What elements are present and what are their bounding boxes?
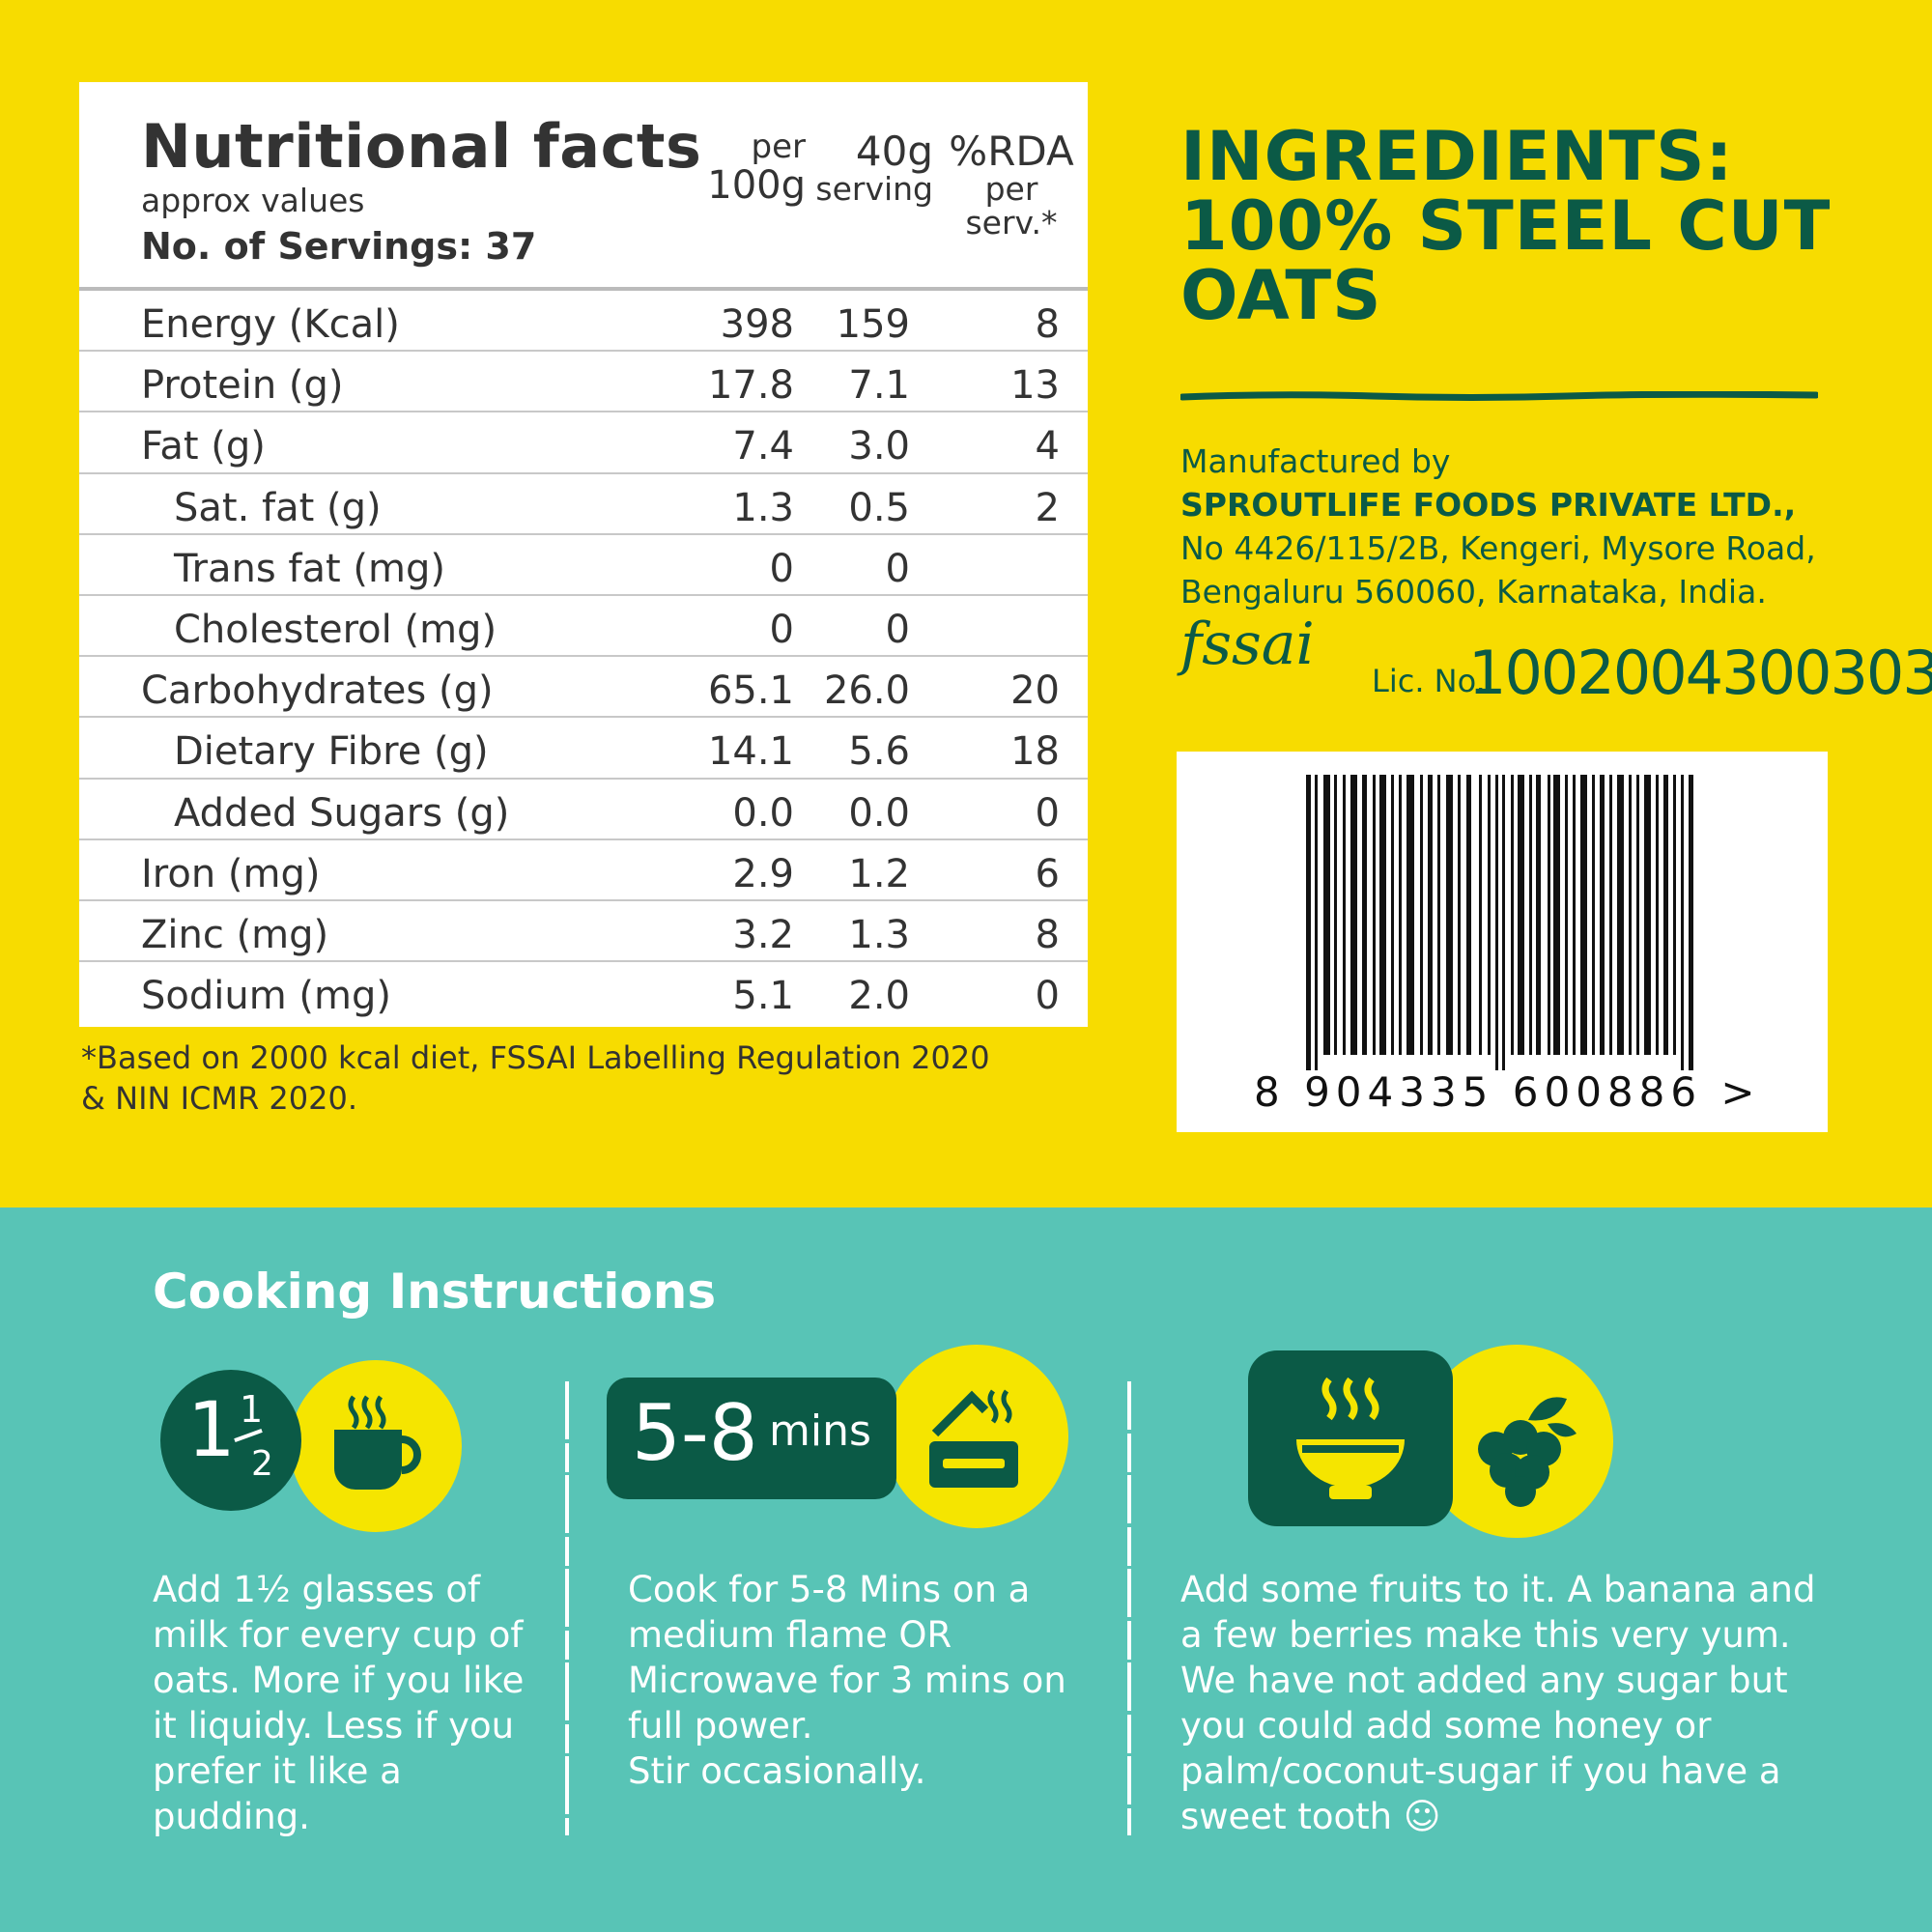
bowl-icon xyxy=(1296,1377,1405,1499)
column-header-rda: %RDA per serv.* xyxy=(949,128,1074,242)
column-divider xyxy=(565,1381,569,1835)
table-row: Zinc (mg) 3.2 1.3 8 xyxy=(79,901,1088,963)
brush-divider xyxy=(1180,391,1818,401)
nutrition-rows: Energy (Kcal) 398 159 8 Protein (g) 17.8… xyxy=(79,291,1088,1023)
nutrition-footnote: *Based on 2000 kcal diet, FSSAI Labellin… xyxy=(81,1039,990,1117)
table-row: Trans fat (mg) 0 0 xyxy=(79,535,1088,596)
table-row: Fat (g) 7.4 3.0 4 xyxy=(79,412,1088,474)
manufactured-by-label: Manufactured by xyxy=(1180,442,1451,480)
servings-count: No. of Servings: 37 xyxy=(141,225,537,268)
barcode-bars xyxy=(1306,775,1693,1070)
cooking-instructions-title: Cooking Instructions xyxy=(153,1264,717,1320)
table-row: Energy (Kcal) 398 159 8 xyxy=(79,291,1088,353)
table-row: Cholesterol (mg) 0 0 xyxy=(79,596,1088,658)
column-divider xyxy=(1127,1381,1131,1835)
manufacturer-address: No 4426/115/2B, Kengeri, Mysore Road, Be… xyxy=(1180,529,1816,611)
license-number: 10020043003030 xyxy=(1468,638,1932,708)
one-and-half-badge: 1 1 2 xyxy=(160,1370,301,1511)
fssai-logo: fssai xyxy=(1180,611,1315,678)
step1-text: Add 1½ glasses of milk for every cup of … xyxy=(153,1569,525,1837)
table-row: Added Sugars (g) 0.0 0.0 0 xyxy=(79,780,1088,840)
table-row: Dietary Fibre (g) 14.1 5.6 18 xyxy=(79,718,1088,780)
pot-icon-circle xyxy=(885,1345,1068,1528)
nutrition-table: Nutritional facts approx values No. of S… xyxy=(79,82,1088,1027)
bowl-icon-tile xyxy=(1248,1350,1453,1526)
cup-icon-circle xyxy=(290,1360,462,1532)
column-header-per-100g: per 100g xyxy=(707,128,806,208)
table-row: Iron (mg) 2.9 1.2 6 xyxy=(79,840,1088,901)
step2-text: Cook for 5-8 Mins on a medium flame OR M… xyxy=(628,1569,1066,1792)
step3-text: Add some fruits to it. A banana and a fe… xyxy=(1180,1569,1816,1837)
ingredients-heading: INGREDIENTS: 100% STEEL CUT OATS xyxy=(1180,117,1832,335)
license-label: Lic. No. xyxy=(1372,663,1486,699)
barcode: 8 904335 600886 > xyxy=(1177,752,1828,1132)
table-row: Sodium (mg) 5.1 2.0 0 xyxy=(141,974,1060,1019)
time-badge: 5-8 mins xyxy=(607,1378,896,1499)
table-row: Carbohydrates (g) 65.1 26.0 20 xyxy=(79,657,1088,719)
barcode-number: 8 904335 600886 > xyxy=(1254,1068,1761,1116)
nutrition-title: Nutritional facts xyxy=(141,111,702,182)
table-row: Sat. fat (g) 1.3 0.5 2 xyxy=(79,474,1088,535)
column-header-40g-serving: 40g serving xyxy=(815,128,933,209)
bottom-panel xyxy=(0,1208,1932,1932)
cup-icon xyxy=(334,1395,421,1490)
header-divider xyxy=(79,287,1088,291)
table-row: Protein (g) 17.8 7.1 13 xyxy=(79,352,1088,413)
berry-icon xyxy=(1478,1397,1577,1507)
cooking-pot-icon xyxy=(929,1389,1018,1488)
nutrition-subtitle: approx values xyxy=(141,182,365,219)
manufacturer-name: SPROUTLIFE FOODS PRIVATE LTD., xyxy=(1180,486,1797,524)
